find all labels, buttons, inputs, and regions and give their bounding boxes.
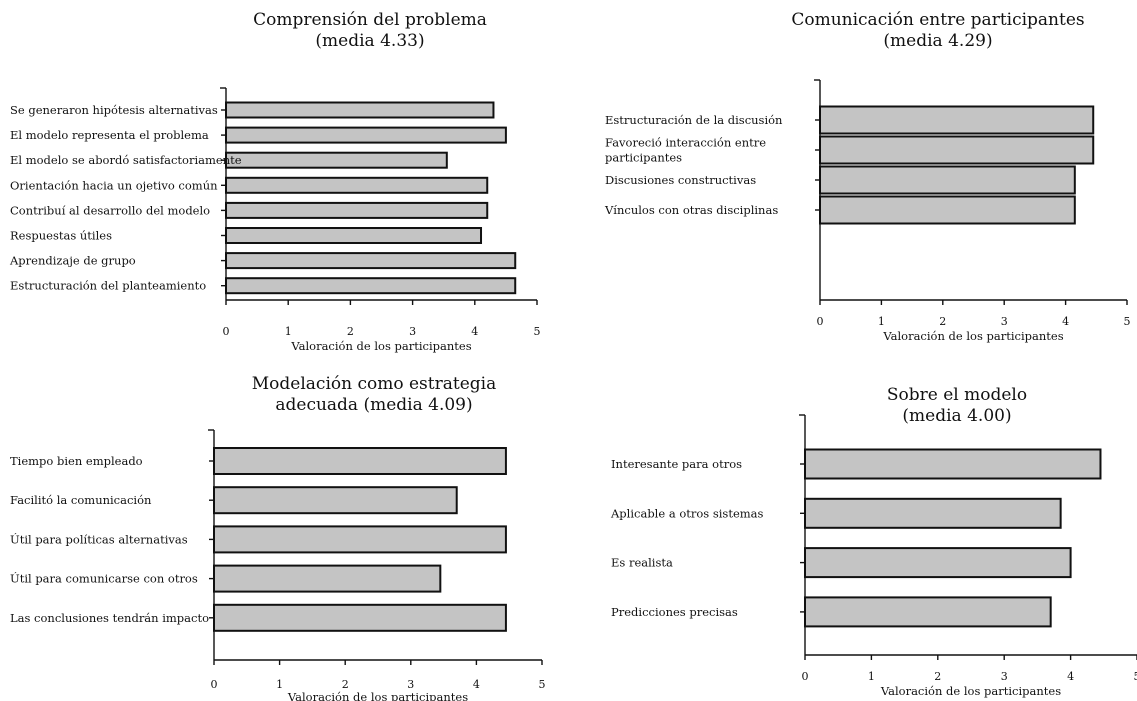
x-tick-label: 4: [1062, 315, 1069, 328]
bar: [213, 447, 507, 475]
bar: [213, 486, 458, 515]
x-tick-label: 4: [1067, 670, 1074, 683]
category-label: El modelo representa el problema: [10, 128, 209, 142]
bar: [225, 176, 489, 194]
category-label: Útil para comunicarse con otros: [10, 572, 198, 586]
category-label: Respuestas útiles: [10, 229, 112, 243]
x-tick-label: 1: [878, 315, 885, 328]
category-label: Estructuración del planteamiento: [10, 279, 206, 293]
x-tick-label: 2: [939, 315, 946, 328]
chart-subtitle: adecuada (media 4.09): [275, 395, 472, 415]
chart-title: Modelación como estrategia: [252, 374, 496, 394]
chart-subtitle: (media 4.00): [902, 406, 1011, 426]
x-tick-label: 5: [1124, 315, 1131, 328]
bar: [213, 525, 507, 554]
chart-subtitle: (media 4.29): [883, 31, 992, 51]
x-tick-label: 3: [407, 678, 414, 691]
category-label: Interesante para otros: [611, 457, 742, 471]
bar: [804, 497, 1062, 529]
category-label: Favoreció interacción entre: [605, 136, 766, 150]
x-axis-label: Valoración de los participantes: [287, 690, 468, 701]
x-tick-label: 4: [471, 325, 478, 338]
x-tick-label: 0: [223, 325, 230, 338]
category-label: participantes: [605, 151, 682, 165]
category-label: Contribuí al desarrollo del modelo: [10, 203, 210, 217]
bar: [804, 596, 1052, 628]
x-tick-label: 5: [534, 325, 541, 338]
bar: [819, 195, 1076, 225]
category-label: El modelo se abordó satisfactoriamente: [10, 153, 242, 167]
x-tick-label: 5: [539, 678, 546, 691]
category-label: Estructuración de la discusión: [605, 113, 783, 127]
category-label: Tiempo bien empleado: [10, 454, 143, 468]
x-tick-label: 1: [276, 678, 283, 691]
category-label: Aprendizaje de grupo: [9, 254, 136, 268]
bar: [225, 252, 517, 270]
bar: [213, 564, 442, 593]
x-tick-label: 0: [802, 670, 809, 683]
x-axis-label: Valoración de los participantes: [882, 329, 1063, 343]
x-axis-label: Valoración de los participantes: [880, 684, 1061, 698]
x-tick-label: 2: [342, 678, 349, 691]
x-tick-label: 1: [868, 670, 875, 683]
category-label: Es realista: [611, 556, 673, 570]
bar: [213, 603, 507, 632]
bar: [804, 547, 1072, 579]
category-label: Útil para políticas alternativas: [10, 532, 188, 546]
x-tick-label: 3: [1001, 315, 1008, 328]
bar: [225, 151, 448, 169]
bar: [225, 277, 517, 295]
category-label: Las conclusiones tendrán impacto: [10, 611, 209, 625]
category-label: Facilitó la comunicación: [10, 493, 152, 507]
bar: [225, 201, 489, 219]
bar: [819, 105, 1095, 135]
chart-2: Comunicación entre participantes(media 4…: [604, 10, 1131, 343]
chart-1: Comprensión del problema(media 4.33) Se g…: [9, 10, 541, 353]
category-label: Discusiones constructivas: [605, 173, 756, 187]
category-label: Vínculos con otras disciplinas: [604, 203, 778, 217]
x-tick-label: 3: [409, 325, 416, 338]
x-tick-label: 5: [1134, 670, 1137, 683]
chart-title: Sobre el modelo: [887, 385, 1027, 405]
category-label: Aplicable a otros sistemas: [610, 506, 764, 520]
x-tick-label: 3: [1001, 670, 1008, 683]
x-tick-label: 2: [934, 670, 941, 683]
chart-title: Comunicación entre participantes: [791, 10, 1084, 30]
bar: [225, 126, 507, 144]
bar: [225, 101, 495, 119]
x-tick-label: 4: [473, 678, 480, 691]
bar: [819, 135, 1095, 165]
x-tick-label: 2: [347, 325, 354, 338]
chart-4: Sobre el modelo(media 4.00) Interesante p…: [610, 385, 1137, 698]
chart-title: Comprensión del problema: [253, 10, 487, 30]
bar: [225, 227, 483, 244]
x-tick-label: 0: [211, 678, 218, 691]
x-tick-label: 0: [817, 315, 824, 328]
bar: [819, 165, 1076, 195]
category-label: Orientación hacia un ojetivo común: [10, 178, 218, 192]
category-label: Predicciones precisas: [611, 605, 738, 619]
bar: [804, 448, 1102, 480]
category-label: Se generaron hipótesis alternativas: [10, 103, 218, 117]
x-tick-label: 1: [285, 325, 292, 338]
x-axis-label: Valoración de los participantes: [290, 339, 471, 353]
chart-subtitle: (media 4.33): [315, 31, 424, 51]
